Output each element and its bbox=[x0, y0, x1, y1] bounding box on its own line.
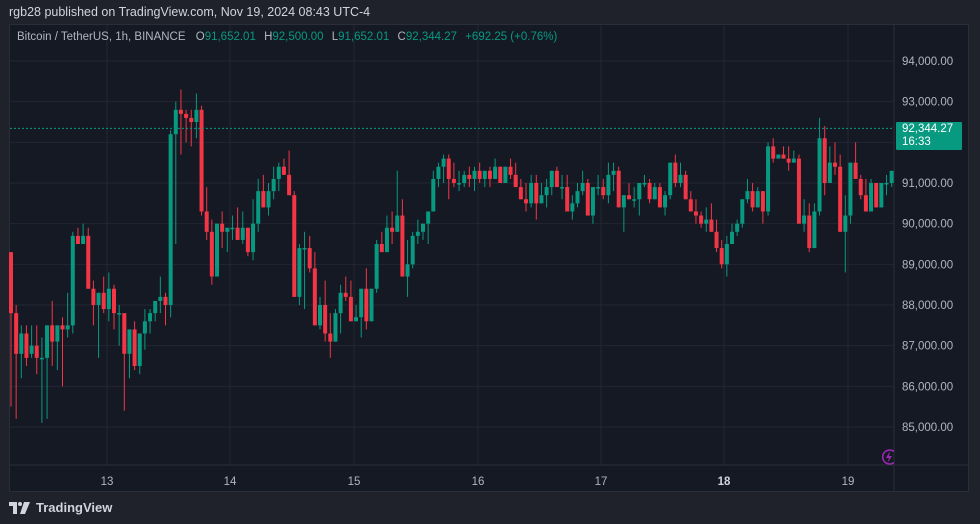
time-tick-label: 16 bbox=[472, 476, 485, 488]
time-tick-label: 13 bbox=[101, 476, 114, 488]
price-tick-label: 91,000.00 bbox=[902, 178, 953, 190]
open-value: 91,652.01 bbox=[204, 31, 256, 43]
time-tick-label: 19 bbox=[842, 476, 855, 488]
time-tick-label: 18 bbox=[718, 476, 731, 488]
footer-branding: TradingView bbox=[9, 500, 112, 515]
brand-name: TradingView bbox=[36, 500, 113, 515]
open-label: O bbox=[195, 31, 205, 43]
high-label: H bbox=[264, 31, 273, 43]
time-tick-label: 14 bbox=[224, 476, 237, 488]
price-tick-label: 86,000.00 bbox=[902, 381, 953, 393]
symbol-name: Bitcoin / TetherUS, 1h, BINANCE bbox=[17, 31, 186, 43]
low-label: L bbox=[331, 31, 339, 43]
time-tick-label: 17 bbox=[595, 476, 608, 488]
price-axis[interactable]: 85,000.00 86,000.00 87,000.00 88,000.00 89,0… bbox=[902, 56, 953, 434]
price-tick-label: 90,000.00 bbox=[902, 219, 953, 231]
price-tick-label: 85,000.00 bbox=[902, 422, 953, 434]
time-axis[interactable]: 13 14 15 16 17 18 19 bbox=[101, 476, 855, 488]
last-price-tag: 92,344.27 16:33 bbox=[896, 122, 962, 150]
low-value: 91,652.01 bbox=[338, 31, 390, 43]
symbol-legend: Bitcoin / TetherUS, 1h, BINANCE O91,652.… bbox=[17, 31, 557, 43]
high-value: 92,500.00 bbox=[272, 31, 324, 43]
close-value: 92,344.27 bbox=[405, 31, 458, 43]
price-tick-label: 94,000.00 bbox=[902, 56, 953, 68]
grid-lines bbox=[10, 25, 968, 491]
last-price-value: 92,344.27 bbox=[902, 123, 954, 135]
publish-info: rgb28 published on TradingView.com, Nov … bbox=[9, 5, 371, 19]
price-tick-label: 93,000.00 bbox=[902, 97, 953, 109]
close-label: C bbox=[397, 31, 406, 43]
price-tick-label: 88,000.00 bbox=[902, 300, 953, 312]
tradingview-logo-icon bbox=[9, 501, 30, 514]
price-tick-label: 87,000.00 bbox=[902, 341, 953, 353]
change-value: +692.25 (+0.76%) bbox=[465, 31, 558, 43]
lightning-bolt-icon[interactable] bbox=[879, 447, 899, 467]
candles bbox=[9, 89, 894, 423]
price-tick-label: 89,000.00 bbox=[902, 259, 953, 271]
bar-countdown: 16:33 bbox=[902, 136, 931, 148]
time-tick-label: 15 bbox=[348, 476, 361, 488]
